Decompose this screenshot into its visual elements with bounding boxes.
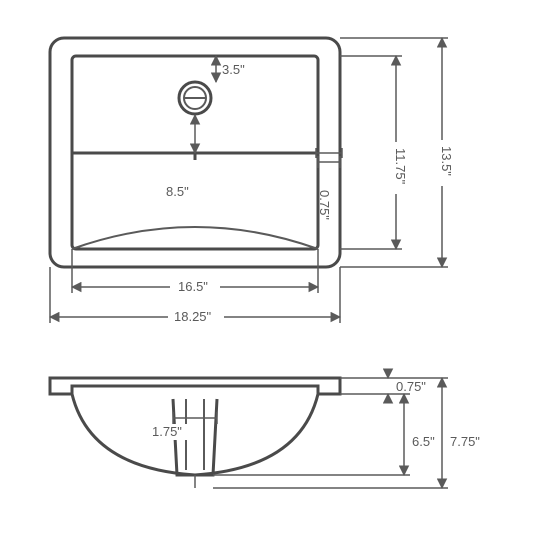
side-view: 1.75" 0.75" 6.5" 7.75" <box>50 370 480 488</box>
dim-rim-edge: 0.75" <box>317 190 332 220</box>
dim-inner-height: 11.75" <box>393 148 408 185</box>
dim-side-rim: 0.75" <box>396 379 426 394</box>
dim-outer-width: 18.25" <box>174 309 212 324</box>
dim-drain-offset: 3.5" <box>222 62 245 77</box>
dim-total-depth: 7.75" <box>450 434 480 449</box>
dim-center-to-drain: 8.5" <box>166 184 189 199</box>
dim-drain-width: 1.75" <box>152 424 182 439</box>
dim-outer-height: 13.5" <box>439 146 454 176</box>
dim-inner-width: 16.5" <box>178 279 208 294</box>
dim-bowl-depth: 6.5" <box>412 434 435 449</box>
top-view: 3.5" 8.5" 0.75" 16.5" 18.25" 11.75" <box>50 38 454 324</box>
sink-dimension-diagram: 3.5" 8.5" 0.75" 16.5" 18.25" 11.75" <box>0 0 550 550</box>
